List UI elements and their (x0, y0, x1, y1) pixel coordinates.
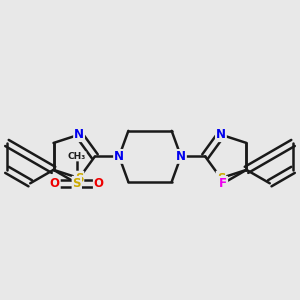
Text: CH₃: CH₃ (68, 152, 86, 161)
Text: N: N (74, 128, 84, 141)
Text: F: F (219, 177, 227, 190)
Text: S: S (217, 172, 225, 185)
Text: N: N (114, 150, 124, 163)
Text: S: S (73, 177, 81, 190)
Text: S: S (75, 172, 83, 185)
Text: O: O (50, 177, 60, 190)
Text: N: N (176, 150, 186, 163)
Text: N: N (216, 128, 226, 141)
Text: O: O (94, 177, 104, 190)
